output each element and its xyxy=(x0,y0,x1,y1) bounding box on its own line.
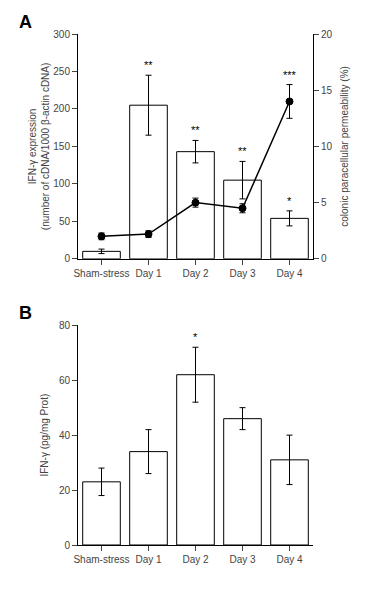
svg-text:***: *** xyxy=(283,69,297,81)
svg-text:150: 150 xyxy=(53,141,70,152)
svg-text:A: A xyxy=(19,12,32,32)
svg-text:Day 3: Day 3 xyxy=(229,268,256,279)
svg-text:Day 2: Day 2 xyxy=(182,268,209,279)
svg-text:60: 60 xyxy=(59,375,71,386)
svg-text:20: 20 xyxy=(321,29,333,40)
svg-text:50: 50 xyxy=(59,216,71,227)
svg-text:IFN-γ (pg/mg Prot): IFN-γ (pg/mg Prot) xyxy=(39,394,50,477)
svg-text:100: 100 xyxy=(53,178,70,189)
svg-text:Day 4: Day 4 xyxy=(276,268,303,279)
svg-text:Day 1: Day 1 xyxy=(135,268,162,279)
svg-text:250: 250 xyxy=(53,66,70,77)
svg-text:**: ** xyxy=(238,145,247,157)
svg-text:**: ** xyxy=(144,59,153,71)
svg-text:Sham-stress: Sham-stress xyxy=(73,554,129,565)
svg-text:*: * xyxy=(193,331,198,343)
svg-text:0: 0 xyxy=(321,253,327,264)
svg-text:**: ** xyxy=(191,124,200,136)
svg-text:0: 0 xyxy=(64,253,70,264)
svg-text:IFN-γ expression(number of cDN: IFN-γ expression(number of cDNA/1000 β-a… xyxy=(27,63,51,230)
svg-text:B: B xyxy=(19,303,32,323)
svg-text:300: 300 xyxy=(53,29,70,40)
svg-text:Day 2: Day 2 xyxy=(182,554,209,565)
svg-text:Day 3: Day 3 xyxy=(229,554,256,565)
svg-text:Sham-stress: Sham-stress xyxy=(73,268,129,279)
svg-text:5: 5 xyxy=(321,197,327,208)
svg-text:15: 15 xyxy=(321,85,333,96)
svg-text:20: 20 xyxy=(59,485,71,496)
svg-text:Day 4: Day 4 xyxy=(276,554,303,565)
svg-text:0: 0 xyxy=(64,540,70,551)
svg-text:*: * xyxy=(287,195,292,207)
svg-text:40: 40 xyxy=(59,430,71,441)
svg-text:colonic paracellular permeabil: colonic paracellular permeability (%) xyxy=(339,66,350,227)
svg-text:10: 10 xyxy=(321,141,333,152)
svg-text:Day 1: Day 1 xyxy=(135,554,162,565)
svg-text:200: 200 xyxy=(53,103,70,114)
svg-text:80: 80 xyxy=(59,320,71,331)
